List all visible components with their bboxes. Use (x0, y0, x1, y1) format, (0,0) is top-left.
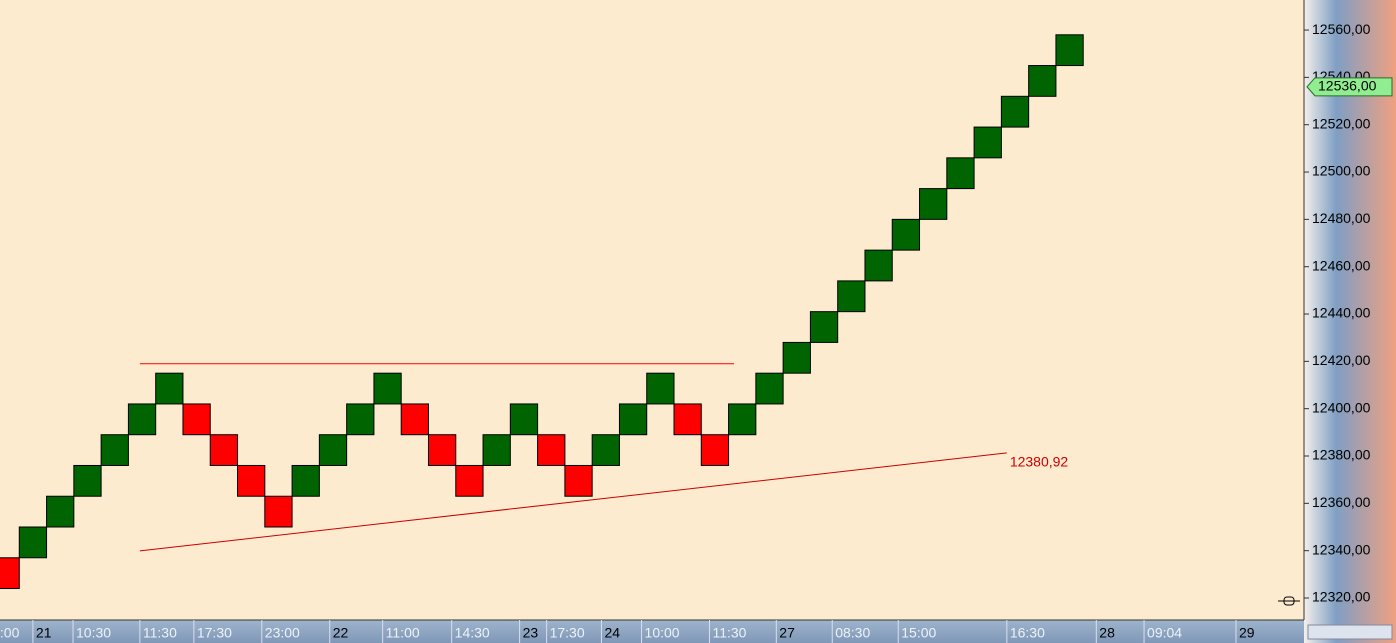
y-tick-label: 12340,00 (1312, 541, 1371, 557)
brick (919, 188, 948, 220)
x-tick-label: 27 (779, 625, 795, 641)
brick (673, 403, 702, 436)
brick (0, 557, 20, 590)
brick (946, 157, 975, 190)
brick (1028, 65, 1057, 97)
brick (1000, 95, 1030, 128)
plot-area (0, 0, 1304, 620)
brick (646, 372, 675, 405)
brick (591, 434, 620, 466)
brick (209, 434, 239, 466)
brick (427, 434, 457, 466)
trend-line (139, 452, 1007, 552)
brick (782, 341, 811, 374)
y-tick-label: 12420,00 (1312, 352, 1371, 368)
brick (1055, 34, 1084, 67)
y-tick-label: 12560,00 (1312, 21, 1371, 37)
y-tick-label: 12440,00 (1312, 305, 1371, 321)
brick (728, 403, 757, 436)
brick (291, 464, 320, 497)
x-tick-label: 24 (604, 625, 620, 641)
plot: 12380,92 (0, 34, 1084, 590)
brick (73, 464, 102, 497)
brick (237, 464, 266, 497)
x-tick-label: 22 (333, 625, 349, 641)
trend-line-label: 12380,92 (1010, 454, 1069, 470)
brick (700, 434, 730, 466)
x-tick-label: 09:04 (1147, 625, 1182, 641)
scroll-control[interactable] (1307, 624, 1393, 640)
brick (264, 495, 293, 528)
brick (346, 403, 375, 436)
x-axis-area (0, 620, 1304, 643)
price-marker (1306, 77, 1393, 97)
y-tick-label: 12360,00 (1312, 494, 1371, 510)
x-tick-label: 10:00 (645, 625, 680, 641)
x-tick-label: 17:30 (197, 625, 232, 641)
brick (46, 495, 75, 528)
brick (864, 249, 893, 282)
x-tick-label: 11:30 (143, 625, 177, 641)
y-tick-label: 12320,00 (1312, 589, 1371, 605)
brick (837, 280, 866, 313)
brick (127, 403, 157, 436)
x-tick-label: 08:30 (835, 625, 870, 641)
brick (537, 434, 566, 466)
y-axis-area (1304, 0, 1396, 643)
brick (182, 403, 211, 436)
brick (155, 372, 184, 405)
x-tick-label: 28 (1099, 625, 1115, 641)
brick (755, 372, 784, 405)
x-tick-label: 10:30 (76, 625, 111, 641)
x-tick-label: 11:00 (386, 625, 420, 641)
x-tick-label: 29 (1239, 625, 1255, 641)
y-tick-label: 12460,00 (1312, 257, 1371, 273)
x-tick-label: 23 (523, 625, 539, 641)
price-marker-label: 12536,00 (1318, 78, 1377, 94)
x-tick-label: 14:30 (455, 625, 490, 641)
x-tick-label: 16:30 (1010, 625, 1045, 641)
brick (809, 311, 839, 343)
brick (509, 403, 539, 436)
brick (100, 434, 129, 466)
x-tick-label: 11:30 (712, 625, 746, 641)
brick (482, 434, 511, 466)
scroll-icons[interactable] (1278, 596, 1393, 640)
x-tick-label: 23:00 (265, 625, 300, 641)
brick (373, 372, 402, 405)
y-tick-label: 12400,00 (1312, 399, 1371, 415)
x-tick-label: 21 (36, 625, 52, 641)
brick (973, 126, 1002, 159)
brick (564, 464, 593, 497)
x-tick-label: 17:30 (550, 625, 585, 641)
x-tick-label: 15:00 (901, 625, 936, 641)
brick (455, 464, 484, 497)
zoom-icon-box[interactable] (1283, 596, 1295, 606)
brick (400, 403, 429, 436)
brick (18, 526, 48, 559)
brick (618, 403, 648, 436)
x-tick-label: :00 (0, 625, 20, 641)
y-tick-label: 12500,00 (1312, 163, 1371, 179)
y-tick-label: 12380,00 (1312, 447, 1371, 463)
y-tick-label: 12480,00 (1312, 210, 1371, 226)
brick (891, 218, 921, 251)
y-tick-label: 12520,00 (1312, 115, 1371, 131)
brick (318, 434, 348, 466)
